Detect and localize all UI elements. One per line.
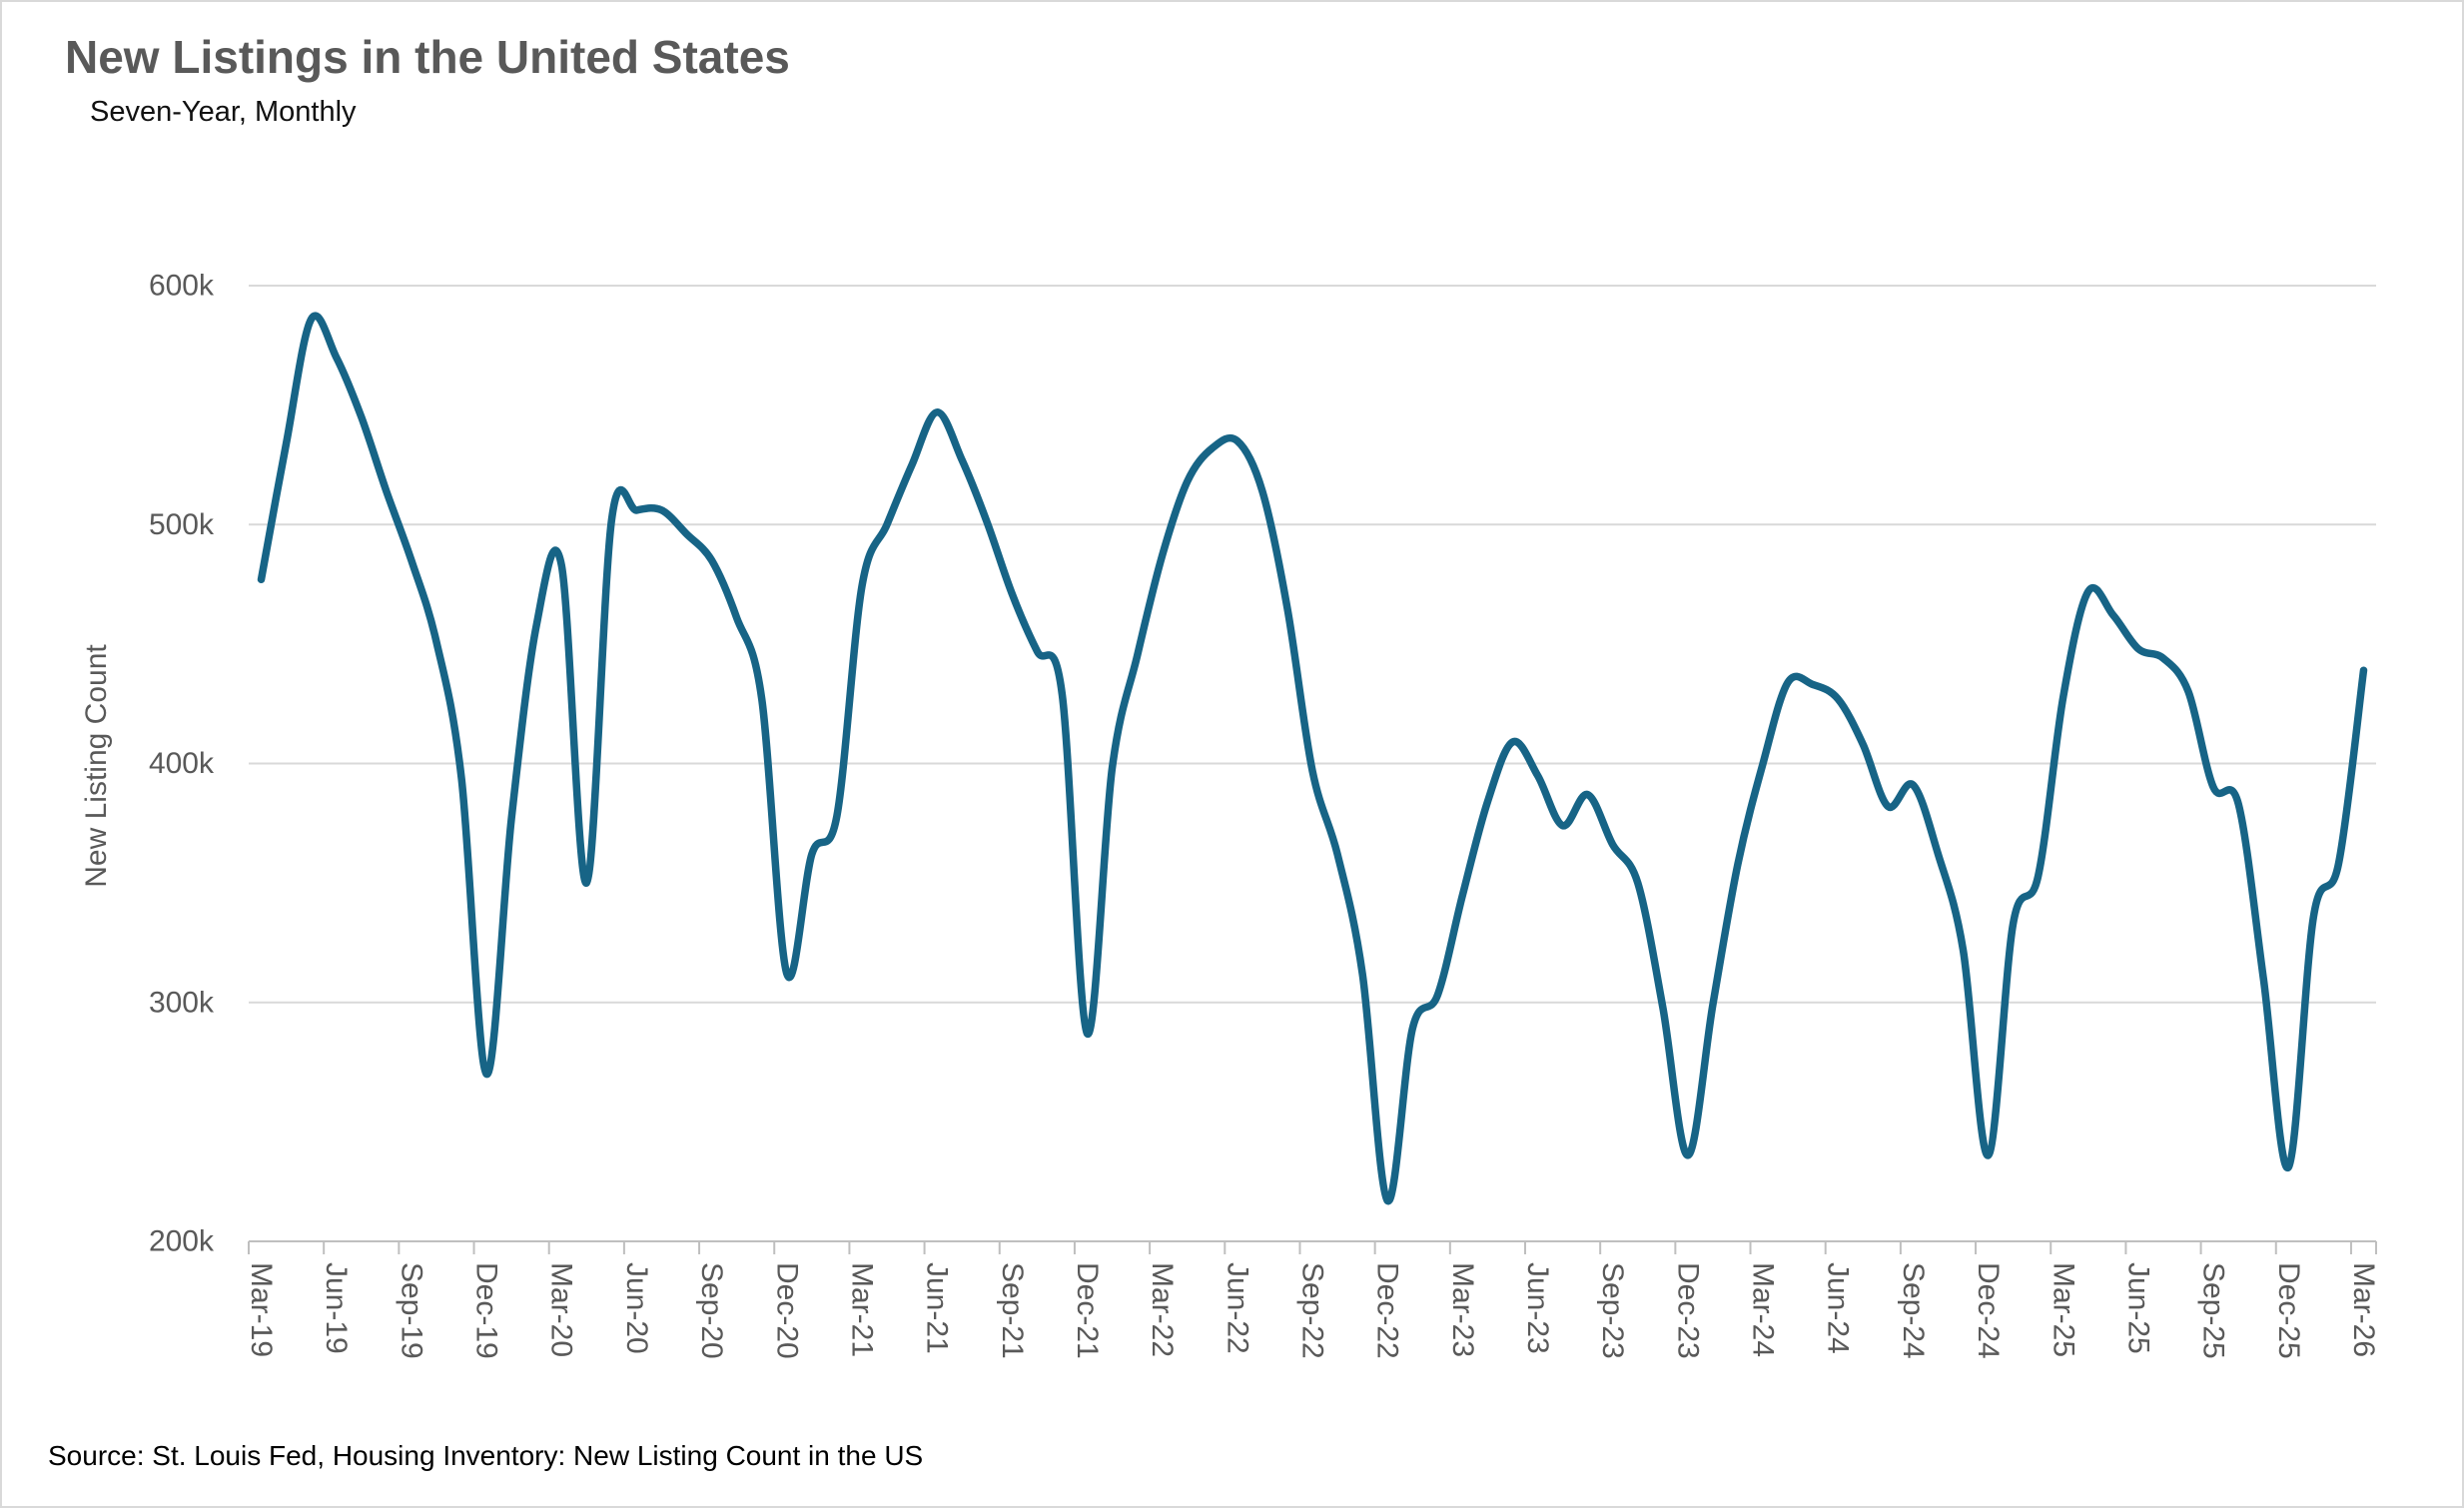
x-tick-label: Mar-21 — [845, 1262, 878, 1357]
y-tick-label: 200k — [149, 1225, 215, 1258]
x-tick-label: Sep-23 — [1596, 1262, 1629, 1359]
x-tick-label: Jun-22 — [1221, 1262, 1253, 1354]
x-tick-label: Dec-22 — [1371, 1262, 1404, 1359]
x-tick-label: Sep-20 — [695, 1262, 728, 1359]
x-tick-label: Mar-25 — [2047, 1262, 2079, 1357]
data-line-new-listings — [257, 312, 2368, 1205]
x-tick-label: Dec-24 — [1972, 1262, 2005, 1359]
x-tick-label: Jun-25 — [2121, 1262, 2154, 1354]
x-tick-label: Mar-26 — [2347, 1262, 2380, 1357]
y-tick-label: 400k — [149, 747, 215, 780]
x-tick-label: Dec-20 — [770, 1262, 803, 1359]
x-tick-label: Sep-22 — [1296, 1262, 1329, 1359]
x-axis-labels: Mar-19 Jun-19 Sep-19 Dec-19 Mar-20 Jun-20 Sep-… — [245, 1262, 2380, 1359]
x-tick-label: Dec-19 — [470, 1262, 503, 1359]
x-tick-label: Sep-19 — [395, 1262, 427, 1359]
x-tick-label: Jun-24 — [1822, 1262, 1855, 1354]
y-tick-label: 300k — [149, 986, 215, 1019]
y-tick-label: 600k — [149, 270, 215, 303]
x-tick-label: Jun-19 — [320, 1262, 353, 1354]
x-tick-label: Jun-20 — [620, 1262, 653, 1354]
x-tick-label: Mar-24 — [1747, 1262, 1780, 1357]
x-tick-label: Dec-23 — [1671, 1262, 1704, 1359]
y-axis-labels: 600k 500k 400k 300k 200k — [149, 270, 215, 1258]
x-tick-label: Mar-22 — [1146, 1262, 1179, 1357]
x-tick-label: Sep-25 — [2197, 1262, 2230, 1359]
x-tick-label: Dec-25 — [2272, 1262, 2305, 1359]
x-tick-label: Mar-20 — [545, 1262, 578, 1357]
chart-title: New Listings in the United States — [65, 31, 790, 83]
y-tick-label: 500k — [149, 508, 215, 541]
x-tick-label: Sep-21 — [996, 1262, 1029, 1359]
x-axis — [248, 1240, 2377, 1254]
chart-subtitle: Seven-Year, Monthly — [90, 96, 357, 128]
x-tick-label: Mar-19 — [245, 1262, 278, 1357]
x-tick-label: Dec-21 — [1071, 1262, 1104, 1359]
x-tick-label: Sep-24 — [1897, 1262, 1930, 1359]
source-note: Source: St. Louis Fed, Housing Inventory… — [48, 1440, 924, 1471]
x-tick-label: Jun-21 — [921, 1262, 954, 1354]
x-tick-label: Mar-23 — [1446, 1262, 1479, 1357]
x-tick-label: Jun-23 — [1521, 1262, 1554, 1354]
